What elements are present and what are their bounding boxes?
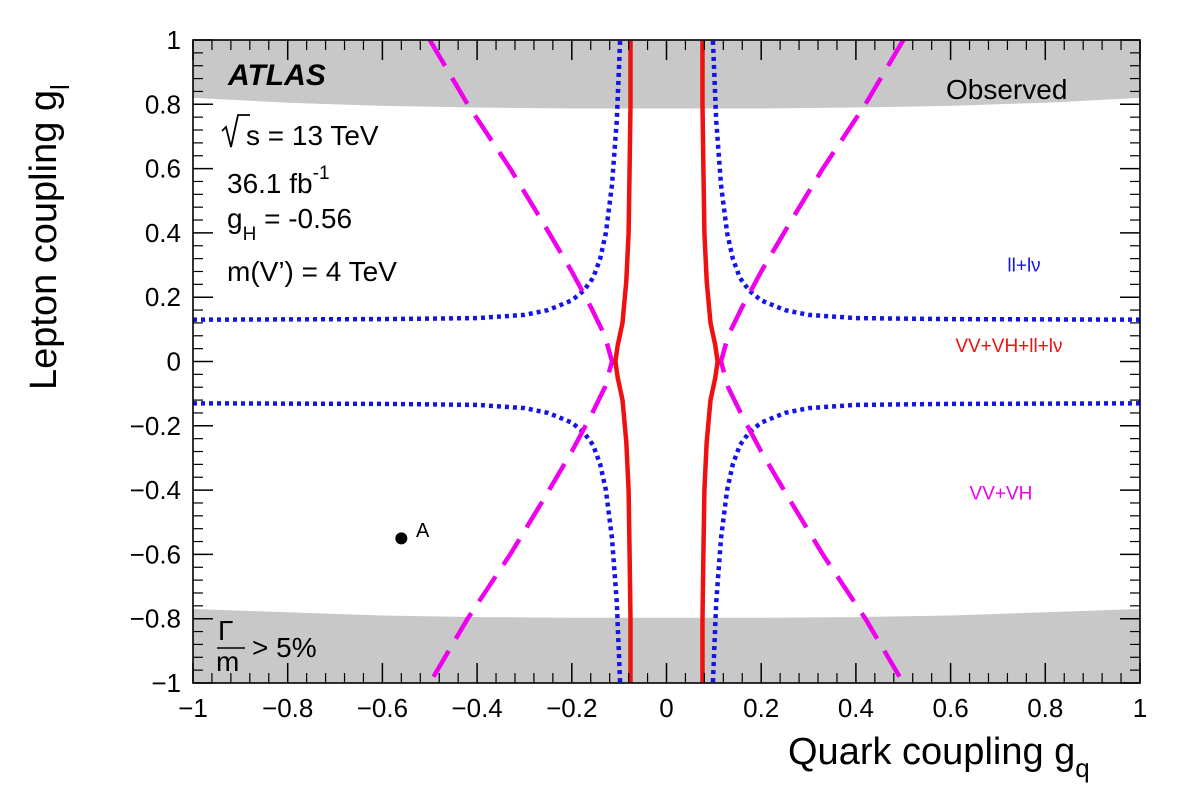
x-tick-label: 0.4 [838,693,874,723]
benchmark-point-a [395,532,408,545]
curve-dashed-1-1 [718,40,906,683]
y-tick-label: −0.6 [130,539,181,569]
width-denominator: m [216,646,239,677]
x-tick-label: 0.8 [1027,693,1063,723]
y-tick-label: −0.8 [130,604,181,634]
curve-label: VV+VH+ll+lν [955,336,1062,357]
plot-area [193,40,1140,683]
observed-label: Observed [946,74,1067,105]
x-tick-label: −0.6 [357,693,408,723]
x-tick-label: 0 [659,693,673,723]
x-tick-label: 1 [1133,693,1147,723]
y-tick-label: −0.4 [130,475,181,505]
curve-dashed-1-0 [427,40,615,683]
experiment-label: ATLAS [227,59,326,92]
width-exclusion-region-bottom [193,609,1140,683]
y-tick-label: 0.4 [145,218,181,248]
x-tick-label: −1 [178,693,208,723]
y-tick-label: 0.2 [145,282,181,312]
x-tick-label: −0.8 [262,693,313,723]
curve-labels: ll+lν VV+VH+ll+lν VV+VH [955,255,1062,504]
y-tick-label: 0.6 [145,154,181,184]
width-exclusion-region-top [193,40,1140,109]
sqrt-symbol [221,114,250,148]
curve-solid-2-1 [700,40,720,683]
x-tick-label: −0.2 [546,693,597,723]
x-axis-title: Quark coupling gq [788,731,1090,783]
limit-curves [193,40,1140,683]
width-numerator: Γ [218,615,233,646]
curve-label: VV+VH [970,484,1033,505]
y-axis-title: Lepton coupling gl [23,84,75,390]
width-threshold: > 5% [252,632,317,663]
curve-label: ll+lν [1007,255,1040,276]
y-tick-label: 1 [167,25,181,55]
y-tick-label: 0.8 [145,89,181,119]
x-tick-label: −0.4 [451,693,502,723]
x-tick-label: 0.6 [933,693,969,723]
x-tick-label: 0.2 [743,693,779,723]
y-tick-label: −0.2 [130,411,181,441]
y-tick-label: −1 [151,668,181,698]
y-tick-label: 0 [167,347,181,377]
point-a-label: A [416,520,430,542]
mass-label: m(V’) = 4 TeV [227,256,397,287]
y-axis-ticks: −1 −0.8 −0.6 −0.4 −0.2 0 0.2 0.4 0.6 0.8 1 [130,25,1140,698]
energy-label: s = 13 TeV [246,120,379,151]
luminosity-label: 36.1 fb-1 [227,163,330,199]
x-axis-ticks: −1 −0.8 −0.6 −0.4 −0.2 0 0.2 0.4 0.6 0.8 1 [178,40,1147,723]
curve-solid-2-0 [613,40,633,683]
gh-label: gH = -0.56 [227,203,352,245]
